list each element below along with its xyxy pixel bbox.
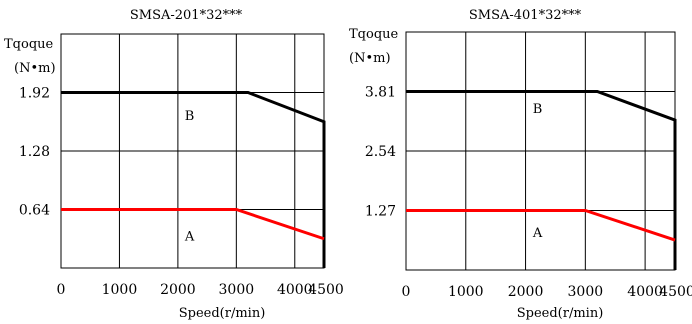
chart1-xtick-label: 3000 — [219, 282, 255, 298]
chart2-xtick-label: 4000 — [627, 284, 663, 300]
chart1-xtick-label: 4000 — [277, 282, 313, 298]
chart1-xlabel: Speed(r/min) — [179, 306, 266, 321]
chart2-ylabel: Tqoque — [349, 27, 399, 42]
chart-smsa-201: SMSA-201*32*** Tqoque (N•m) 0.64 1.28 1.92 0 10… — [4, 8, 344, 321]
chart-smsa-401: SMSA-401*32*** Tqoque (N•m) 1.27 2.54 3.81 0 10… — [349, 8, 692, 321]
chart2-ytick-label: 1.27 — [365, 204, 396, 220]
chart1-xtick-label: 4500 — [308, 282, 344, 298]
chart2-xtick-label: 1000 — [448, 284, 484, 300]
chart2-series-peak-torque-line — [406, 90, 677, 270]
chart1-ylabel-unit: (N•m) — [14, 61, 56, 76]
chart2-series-rated-torque-line — [406, 209, 676, 242]
chart1-xtick-label: 2000 — [160, 282, 196, 298]
chart1-region-label-b: B — [185, 109, 195, 124]
chart1-xtick-label: 1000 — [102, 282, 138, 298]
chart2-ytick-label: 2.54 — [365, 144, 396, 160]
chart1-series-rated-torque-line — [61, 208, 325, 241]
chart1-ylabel: Tqoque — [4, 37, 54, 52]
chart2-ytick-label: 3.81 — [365, 85, 396, 101]
chart2-xtick-label: 3000 — [568, 284, 604, 300]
chart1-xtick-label: 0 — [57, 282, 66, 298]
chart1-ytick-label: 1.92 — [19, 86, 50, 102]
chart1-series-peak-torque-line — [61, 91, 326, 268]
chart2-region-label-a: A — [532, 226, 543, 241]
chart2-xlabel: Speed(r/min) — [517, 306, 604, 321]
chart1-ytick-label: 1.28 — [19, 144, 50, 160]
chart2-xtick-label: 0 — [402, 284, 411, 300]
chart1-ytick-label: 0.64 — [19, 203, 50, 219]
chart2-ylabel-unit: (N•m) — [349, 51, 391, 66]
chart2-title: SMSA-401*32*** — [469, 8, 582, 23]
chart2-xtick-label: 4500 — [659, 284, 692, 300]
chart1-title: SMSA-201*32*** — [130, 8, 243, 23]
chart1-region-label-a: A — [184, 230, 195, 245]
chart2-region-label-b: B — [533, 102, 543, 117]
chart2-xtick-label: 2000 — [508, 284, 544, 300]
